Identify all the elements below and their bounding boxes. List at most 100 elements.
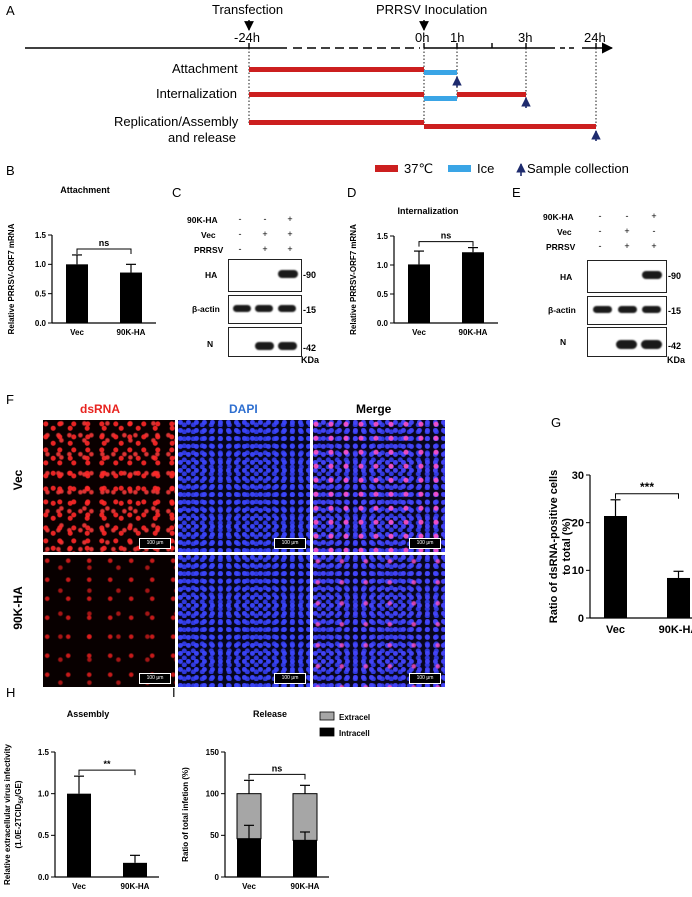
blot-sign: + xyxy=(287,229,293,239)
bar xyxy=(604,515,627,618)
bar xyxy=(462,252,484,323)
scale-bar: 100 μm xyxy=(274,673,306,684)
blot-sign: - xyxy=(263,214,267,224)
micro-row-label-vec: Vec xyxy=(11,469,25,491)
blot-sign: - xyxy=(238,244,242,254)
blot-condition-label: Vec xyxy=(557,227,572,237)
legend-sample-label: Sample collection xyxy=(527,161,629,176)
micro-image-90k-dapi: 100 μm xyxy=(178,555,310,687)
blot-mw: -90 xyxy=(303,270,317,280)
blot-sign: + xyxy=(624,226,630,236)
panel-label-c: C xyxy=(172,185,182,200)
micro-image-vec-merge: 100 μm xyxy=(313,420,445,552)
significance-bracket xyxy=(76,248,132,254)
row-label-attachment: Attachment xyxy=(172,61,238,76)
blot-condition-label: PRRSV xyxy=(194,245,224,255)
y-tick-label: 1.5 xyxy=(38,748,50,757)
significance-label: ns xyxy=(99,238,110,248)
legend-swatch xyxy=(319,711,335,721)
y-tick-label: 0 xyxy=(578,613,584,625)
panel-label-d: D xyxy=(347,185,357,200)
blot-mw: -15 xyxy=(668,306,682,316)
y-tick-label: 50 xyxy=(210,831,219,840)
chart-assembly: Assembly 0.0 0.5 1.0 1.5 Relative extracellul… xyxy=(3,709,159,891)
blot-sign: - xyxy=(598,211,602,221)
panel-label-a: A xyxy=(6,3,15,18)
y-axis-label: Ratio of dsRNA-positive cells xyxy=(548,470,560,623)
blot-sign: + xyxy=(262,229,268,239)
bar-intracellular xyxy=(237,838,261,877)
bar xyxy=(66,264,88,323)
blot-strip-ha xyxy=(587,260,667,293)
chart-title: Release xyxy=(253,709,287,719)
tick-label: 1h xyxy=(450,30,465,45)
panel-label-e: E xyxy=(512,185,521,200)
replication-warm-bar xyxy=(249,120,424,125)
internalization-warm-bar xyxy=(249,92,424,97)
x-tick-label: Vec xyxy=(412,328,426,337)
significance-label: *** xyxy=(640,480,654,494)
replication-warm-bar-2 xyxy=(424,124,596,129)
y-tick-label: 0.5 xyxy=(377,290,389,299)
blot-condition-label: 90K-HA xyxy=(543,212,574,222)
blot-sign: + xyxy=(287,214,293,224)
y-axis-label: (1.0E-2TCID50/GE) xyxy=(14,780,25,848)
x-tick-label: Vec xyxy=(72,882,86,891)
panel-label-h: H xyxy=(6,685,16,700)
blot-row-label: β-actin xyxy=(192,304,220,314)
blot-row-label: HA xyxy=(560,272,573,282)
blot-sign: - xyxy=(598,241,602,251)
bar xyxy=(408,264,430,323)
blot-row-label: N xyxy=(560,337,567,347)
blot-row-label: HA xyxy=(205,270,218,280)
x-tick-label: 90K-HA xyxy=(121,882,150,891)
x-tick-label: Vec xyxy=(606,624,625,636)
blot-sign: + xyxy=(262,244,268,254)
chart-release: Release 0 50 100 150 Ratio of total infetion … xyxy=(181,709,370,891)
significance-bracket xyxy=(615,493,679,499)
y-axis-label: Relative PRRSV-ORF7 mRNA xyxy=(349,224,358,335)
y-tick-label: 150 xyxy=(206,748,220,757)
y-tick-label: 0.0 xyxy=(38,873,50,882)
bar xyxy=(667,577,690,618)
legend-ice-swatch xyxy=(448,165,471,172)
y-axis-label: Ratio of total infetion (%) xyxy=(181,767,190,862)
internalization-ice-bar xyxy=(424,96,457,101)
x-tick-label: Vec xyxy=(70,328,84,337)
scale-bar: 100 μm xyxy=(274,538,306,549)
blot-mw: -42 xyxy=(668,341,682,351)
y-tick-label: 10 xyxy=(572,565,584,577)
tick-label: 24h xyxy=(584,30,606,45)
inoculation-label: PRRSV Inoculation xyxy=(376,2,488,17)
y-tick-label: 0 xyxy=(215,873,220,882)
blot-mw: -90 xyxy=(668,271,682,281)
significance-label: ns xyxy=(441,231,452,241)
blot-strip-ha xyxy=(228,259,302,292)
y-axis-label: to total (%) xyxy=(561,518,573,575)
blot-sign: + xyxy=(287,244,293,254)
row-label-replication: Replication/Assembly xyxy=(114,114,239,129)
blot-sign: - xyxy=(598,226,602,236)
significance-bracket xyxy=(248,773,306,780)
timeline-diagram xyxy=(25,20,614,176)
blot-sign: - xyxy=(625,211,629,221)
blot-unit: KDa xyxy=(301,355,320,365)
y-tick-label: 0.5 xyxy=(38,831,50,840)
panel-label-g: G xyxy=(551,415,562,430)
chart-title: Attachment xyxy=(60,185,110,195)
y-tick-label: 0.5 xyxy=(35,289,47,298)
y-tick-label: 1.0 xyxy=(35,260,47,269)
internalization-warm-bar-2 xyxy=(457,92,526,97)
chart-attachment: Attachment 0.0 0.5 1.0 1.5 Relative PRRSV-ORF… xyxy=(7,185,156,337)
chart-title: Assembly xyxy=(67,709,110,719)
y-axis-label: Relative extracellular virus infectivity xyxy=(3,743,12,885)
blot-strip-n xyxy=(587,327,667,357)
blot-sign: + xyxy=(651,211,657,221)
blot-row-label: N xyxy=(207,339,214,349)
row-label-release: and release xyxy=(168,130,236,145)
panel-label-i: I xyxy=(172,685,176,700)
legend-label: Intracellular xyxy=(339,729,370,738)
x-tick-label: Vec xyxy=(242,882,256,891)
y-tick-label: 0.0 xyxy=(377,319,389,328)
blot-condition-label: PRRSV xyxy=(546,242,576,252)
